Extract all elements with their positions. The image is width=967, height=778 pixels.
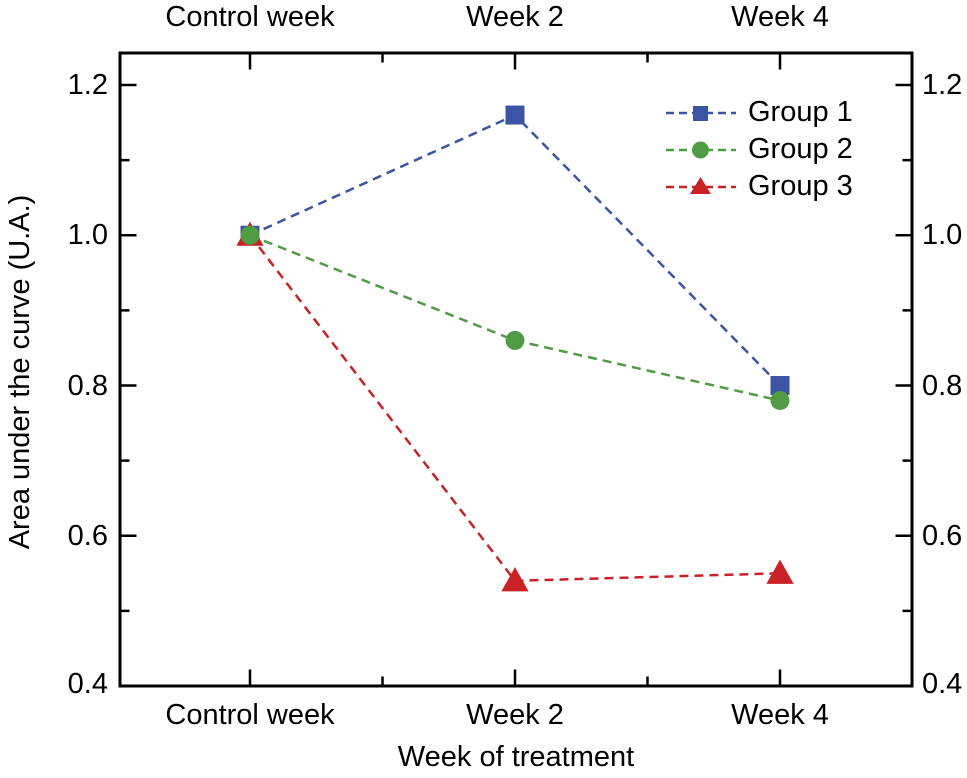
ytick-right-0_8: 0.8 (922, 369, 963, 402)
legend-row-group1: Group 1 (664, 94, 853, 131)
triangle-marker-icon (690, 176, 711, 194)
legend-label-group3: Group 3 (748, 170, 853, 202)
ytick-left-0_8: 0.8 (67, 369, 108, 402)
legend-label-group2: Group 2 (748, 133, 853, 165)
bottom-axis-label-control-week: Control week (165, 699, 335, 731)
legend-label-group1: Group 1 (748, 96, 853, 128)
ytick-right-0_4: 0.4 (922, 667, 963, 700)
marker-group2-week-4 (770, 391, 790, 411)
ytick-right-1_2: 1.2 (922, 68, 963, 101)
legend-sample-group2 (666, 141, 736, 158)
marker-group1-week-2 (505, 105, 525, 125)
top-axis-label-week2: Week 2 (466, 1, 564, 33)
ytick-left-1_0: 1.0 (67, 218, 108, 251)
marker-group3-week-4 (766, 559, 794, 584)
top-axis-label-week4: Week 4 (731, 1, 829, 33)
legend-sample-group1 (666, 105, 736, 121)
plot-frame (118, 51, 914, 688)
legend-row-group3: Group 3 (664, 168, 853, 205)
ytick-right-0_6: 0.6 (922, 519, 963, 552)
legend: Group 1 Group 2 Group 3 (664, 94, 853, 205)
legend-sample-group3 (666, 176, 736, 194)
marker-group2-week-2 (505, 330, 525, 350)
marker-group3-week-2 (501, 567, 529, 592)
top-axis-label-control-week: Control week (165, 1, 335, 33)
square-marker-icon (693, 105, 708, 121)
x-axis-title: Week of treatment (397, 741, 635, 773)
bottom-axis-label-week2: Week 2 (466, 699, 564, 731)
bottom-axis-label-week4: Week 4 (731, 699, 829, 731)
ytick-right-1_0: 1.0 (922, 218, 963, 251)
circle-marker-icon (692, 141, 709, 158)
ytick-left-1_2: 1.2 (67, 68, 108, 101)
marker-group2-control-week (240, 225, 260, 245)
series-line-group2 (249, 234, 781, 402)
series-line-group3 (249, 234, 781, 583)
ytick-left-0_6: 0.6 (67, 519, 108, 552)
marker-group1-week-4 (770, 376, 790, 395)
legend-row-group2: Group 2 (664, 131, 853, 168)
ytick-left-0_4: 0.4 (67, 667, 108, 700)
